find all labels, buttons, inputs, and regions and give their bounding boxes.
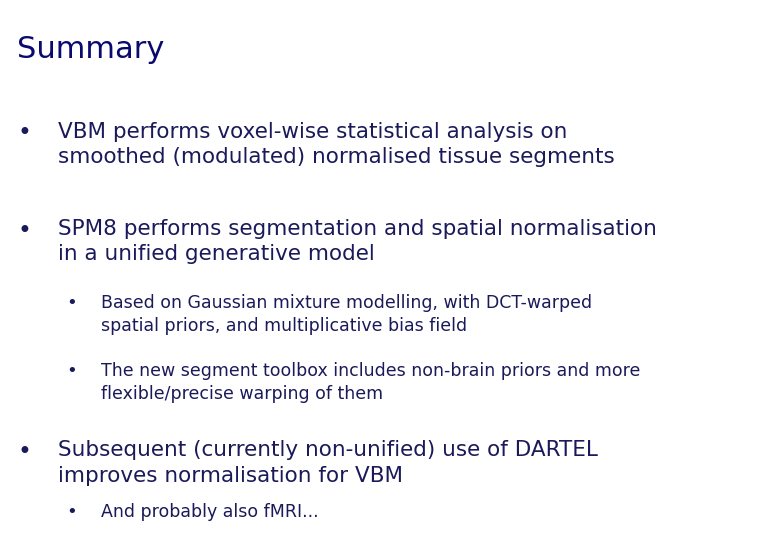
Text: Summary: Summary: [17, 35, 165, 64]
Text: Based on Gaussian mixture modelling, with DCT-warped
spatial priors, and multipl: Based on Gaussian mixture modelling, wit…: [101, 294, 593, 335]
Text: VBM performs voxel-wise statistical analysis on
smoothed (modulated) normalised : VBM performs voxel-wise statistical anal…: [58, 122, 615, 167]
Text: •: •: [66, 362, 77, 380]
Text: •: •: [66, 503, 77, 521]
Text: •: •: [17, 122, 31, 145]
Text: And probably also fMRI...: And probably also fMRI...: [101, 503, 319, 521]
Text: •: •: [17, 219, 31, 242]
Text: •: •: [17, 440, 31, 464]
Text: The new segment toolbox includes non-brain priors and more
flexible/precise warp: The new segment toolbox includes non-bra…: [101, 362, 641, 403]
Text: Subsequent (currently non-unified) use of DARTEL
improves normalisation for VBM: Subsequent (currently non-unified) use o…: [58, 440, 598, 485]
Text: •: •: [66, 294, 77, 312]
Text: SPM8 performs segmentation and spatial normalisation
in a unified generative mod: SPM8 performs segmentation and spatial n…: [58, 219, 658, 264]
